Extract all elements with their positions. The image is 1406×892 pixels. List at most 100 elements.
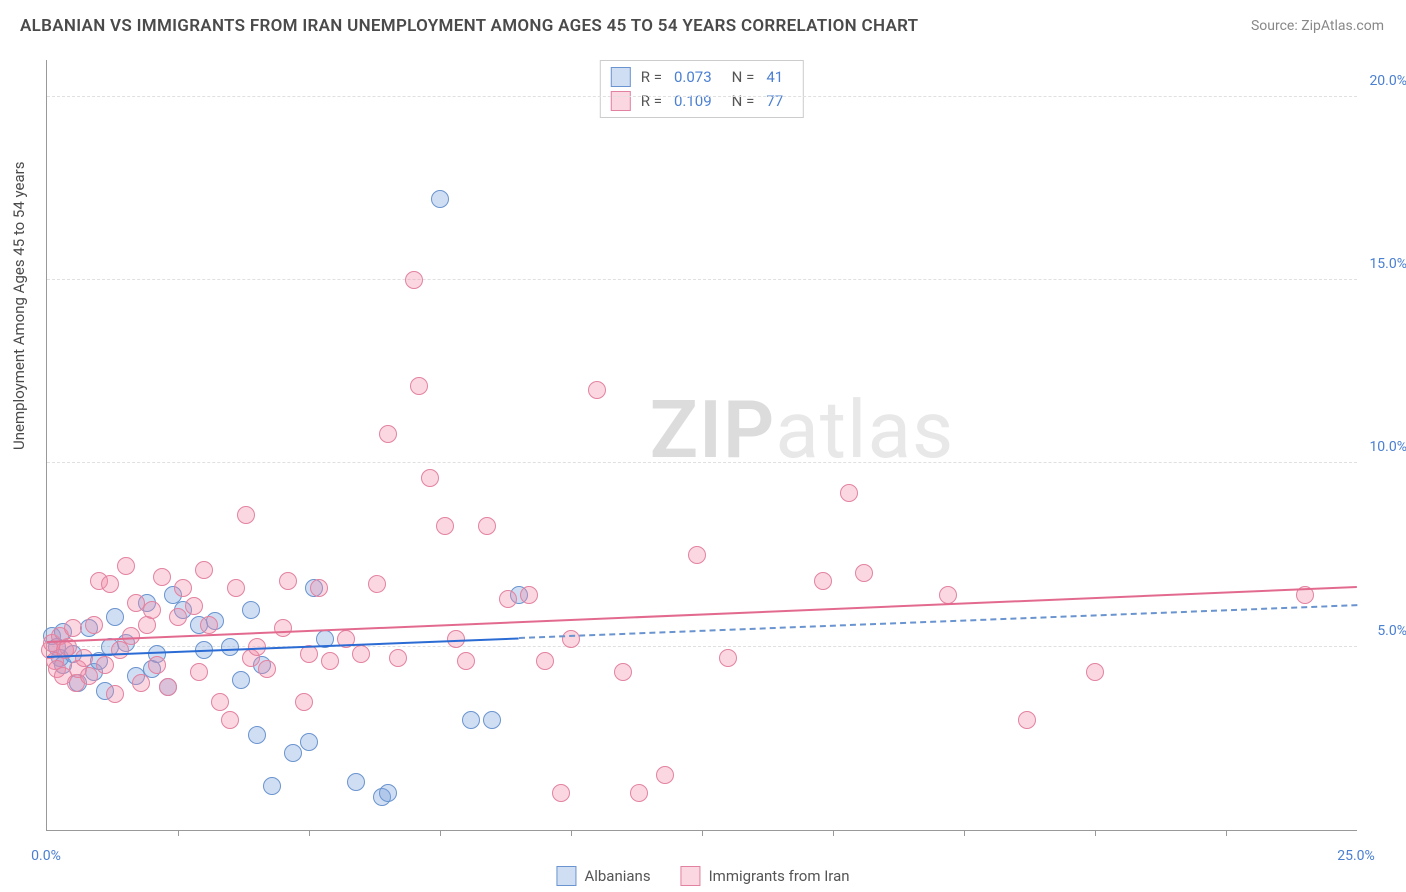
x-tick	[1095, 830, 1096, 836]
legend-swatch-albanians	[611, 67, 631, 87]
legend-item-albanians: Albanians	[556, 866, 650, 886]
y-axis-label: Unemployment Among Ages 45 to 54 years	[10, 162, 28, 450]
data-point-iran	[499, 590, 517, 608]
data-point-iran	[421, 469, 439, 487]
data-point-iran	[1086, 663, 1104, 681]
data-point-iran	[75, 649, 93, 667]
plot-area: ZIPatlas R =0.073N =41R =0.109N =77 5.0%…	[46, 60, 1357, 831]
data-point-iran	[237, 506, 255, 524]
data-point-iran	[520, 586, 538, 604]
r-label: R =	[641, 68, 662, 86]
x-tick	[964, 830, 965, 836]
data-point-iran	[195, 561, 213, 579]
x-tick	[571, 830, 572, 836]
data-point-iran	[227, 579, 245, 597]
source-attribution: Source: ZipAtlas.com	[1251, 18, 1384, 34]
series-legend: Albanians Immigrants from Iran	[556, 866, 849, 886]
legend-stat-row-albanians: R = 0.073 N = 41	[611, 65, 793, 89]
data-point-albanians	[300, 733, 318, 751]
data-point-albanians	[483, 711, 501, 729]
chart-container: ALBANIAN VS IMMIGRANTS FROM IRAN UNEMPLO…	[0, 0, 1406, 892]
data-point-iran	[405, 271, 423, 289]
x-tick	[833, 830, 834, 836]
data-point-iran	[295, 693, 313, 711]
data-point-iran	[221, 711, 239, 729]
data-point-iran	[106, 685, 124, 703]
data-point-iran	[656, 766, 674, 784]
data-point-iran	[389, 649, 407, 667]
data-point-iran	[64, 619, 82, 637]
data-point-albanians	[232, 671, 250, 689]
data-point-iran	[185, 597, 203, 615]
data-point-iran	[96, 656, 114, 674]
data-point-iran	[321, 652, 339, 670]
data-point-albanians	[221, 638, 239, 656]
data-point-albanians	[248, 726, 266, 744]
data-point-iran	[688, 546, 706, 564]
data-point-iran	[614, 663, 632, 681]
data-point-iran	[80, 667, 98, 685]
data-point-iran	[190, 663, 208, 681]
data-point-iran	[148, 656, 166, 674]
data-point-iran	[200, 616, 218, 634]
data-point-iran	[562, 630, 580, 648]
legend-swatch-albanians	[556, 866, 576, 886]
data-point-iran	[310, 579, 328, 597]
correlation-legend: R = 0.073 N = 41 R =0.109N =77	[600, 60, 804, 118]
data-point-iran	[352, 645, 370, 663]
n-label: N =	[732, 68, 755, 86]
data-point-iran	[153, 568, 171, 586]
data-point-albanians	[347, 773, 365, 791]
x-axis-label: 0.0%	[31, 848, 61, 864]
data-point-albanians	[379, 784, 397, 802]
legend-item-iran: Immigrants from Iran	[681, 866, 850, 886]
data-point-albanians	[284, 744, 302, 762]
data-point-iran	[368, 575, 386, 593]
y-tick-label: 5.0%	[1362, 623, 1406, 639]
chart-title: ALBANIAN VS IMMIGRANTS FROM IRAN UNEMPLO…	[20, 16, 918, 36]
data-point-iran	[457, 652, 475, 670]
data-point-iran	[274, 619, 292, 637]
data-point-iran	[1018, 711, 1036, 729]
data-point-iran	[536, 652, 554, 670]
data-point-iran	[211, 693, 229, 711]
y-tick-label: 15.0%	[1362, 256, 1406, 272]
x-tick	[178, 830, 179, 836]
data-point-iran	[143, 601, 161, 619]
data-point-iran	[159, 678, 177, 696]
n-value: 41	[766, 68, 783, 86]
data-point-albanians	[263, 777, 281, 795]
gridline-h	[47, 646, 1357, 647]
data-point-iran	[436, 517, 454, 535]
y-tick-label: 20.0%	[1362, 73, 1406, 89]
data-point-iran	[719, 649, 737, 667]
data-point-iran	[552, 784, 570, 802]
data-point-albanians	[462, 711, 480, 729]
data-point-iran	[855, 564, 873, 582]
data-point-iran	[630, 784, 648, 802]
x-tick	[1226, 830, 1227, 836]
x-tick	[702, 830, 703, 836]
data-point-iran	[279, 572, 297, 590]
data-point-iran	[132, 674, 150, 692]
source-link[interactable]: ZipAtlas.com	[1301, 18, 1384, 34]
data-point-iran	[169, 608, 187, 626]
data-point-iran	[379, 425, 397, 443]
legend-stat-row-iran: R =0.109N =77	[611, 89, 793, 113]
r-value: 0.073	[674, 68, 712, 86]
data-point-iran	[258, 660, 276, 678]
y-tick-label: 10.0%	[1362, 439, 1406, 455]
x-axis-label: 25.0%	[1337, 848, 1375, 864]
data-point-albanians	[242, 601, 260, 619]
data-point-iran	[939, 586, 957, 604]
data-point-iran	[814, 572, 832, 590]
legend-label: Albanians	[584, 867, 650, 885]
data-point-albanians	[106, 608, 124, 626]
source-prefix: Source:	[1251, 18, 1301, 34]
legend-label: Immigrants from Iran	[709, 867, 850, 885]
data-point-albanians	[431, 190, 449, 208]
data-point-iran	[410, 377, 428, 395]
data-point-iran	[478, 517, 496, 535]
legend-swatch-iran	[681, 866, 701, 886]
legend-swatch-iran	[611, 91, 631, 111]
